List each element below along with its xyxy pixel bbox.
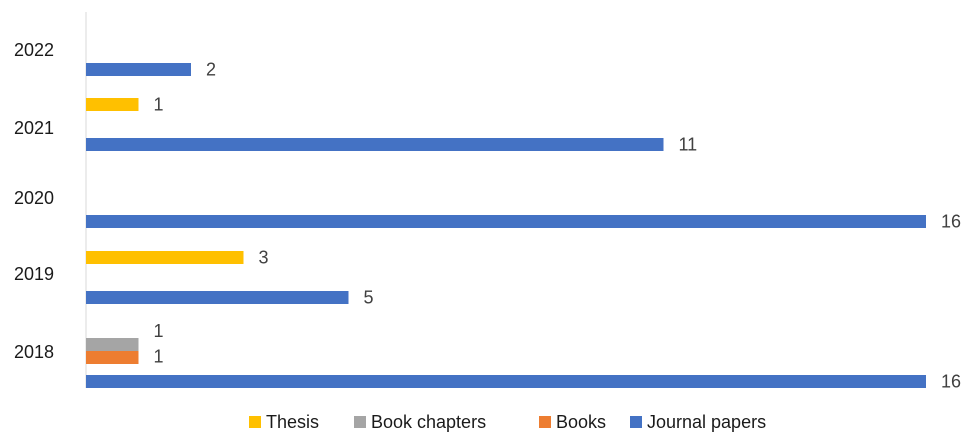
legend: Thesis Book chapters Books Journal papers bbox=[249, 412, 766, 432]
data-label-journal-papers-2019: 5 bbox=[364, 288, 374, 308]
legend-item-journal-papers: Journal papers bbox=[630, 412, 766, 432]
data-label-book-chapters-2018: 1 bbox=[154, 321, 164, 341]
data-label-journal-papers-2020: 16 bbox=[941, 212, 961, 232]
legend-item-books: Books bbox=[539, 412, 606, 432]
bar-thesis-2021 bbox=[86, 98, 139, 111]
legend-item-thesis: Thesis bbox=[249, 412, 319, 432]
legend-swatch-book-chapters bbox=[354, 416, 366, 428]
bar-journal-papers-2019 bbox=[86, 291, 349, 304]
y-tick-label-2020: 2020 bbox=[14, 188, 54, 208]
y-tick-label-2019: 2019 bbox=[14, 264, 54, 284]
data-label-journal-papers-2022: 2 bbox=[206, 60, 216, 80]
bar-journal-papers-2020 bbox=[86, 215, 926, 228]
bar-journal-papers-2021 bbox=[86, 138, 664, 151]
legend-swatch-books bbox=[539, 416, 551, 428]
legend-label-books: Books bbox=[556, 412, 606, 432]
bar-books-2018 bbox=[86, 351, 139, 364]
legend-item-book-chapters: Book chapters bbox=[354, 412, 486, 432]
data-label-thesis-2021: 1 bbox=[154, 95, 164, 115]
data-label-journal-papers-2021: 11 bbox=[679, 135, 698, 155]
bar-book-chapters-2018 bbox=[86, 338, 139, 351]
bar-thesis-2019 bbox=[86, 251, 244, 264]
bars-group bbox=[86, 63, 926, 388]
legend-swatch-journal-papers bbox=[630, 416, 642, 428]
legend-swatch-thesis bbox=[249, 416, 261, 428]
y-tick-label-2021: 2021 bbox=[14, 118, 54, 138]
y-tick-label-2018: 2018 bbox=[14, 342, 54, 362]
y-tick-label-2022: 2022 bbox=[14, 40, 54, 60]
y-tick-labels: 2018 2019 2020 2021 2022 bbox=[14, 40, 54, 362]
data-label-books-2018: 1 bbox=[154, 347, 164, 367]
legend-label-book-chapters: Book chapters bbox=[371, 412, 486, 432]
legend-label-thesis: Thesis bbox=[266, 412, 319, 432]
bar-journal-papers-2022 bbox=[86, 63, 191, 76]
data-label-journal-papers-2018: 16 bbox=[941, 372, 961, 392]
legend-label-journal-papers: Journal papers bbox=[647, 412, 766, 432]
data-label-thesis-2019: 3 bbox=[259, 248, 269, 268]
bar-journal-papers-2018 bbox=[86, 375, 926, 388]
